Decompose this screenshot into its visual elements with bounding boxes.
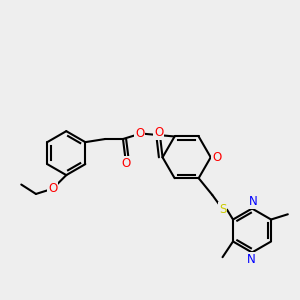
Text: N: N	[247, 253, 255, 266]
Text: N: N	[249, 195, 257, 208]
Text: O: O	[135, 127, 144, 140]
Text: O: O	[212, 151, 222, 164]
Text: O: O	[122, 157, 131, 169]
Text: S: S	[219, 203, 226, 216]
Text: O: O	[48, 182, 57, 195]
Text: O: O	[154, 126, 164, 139]
